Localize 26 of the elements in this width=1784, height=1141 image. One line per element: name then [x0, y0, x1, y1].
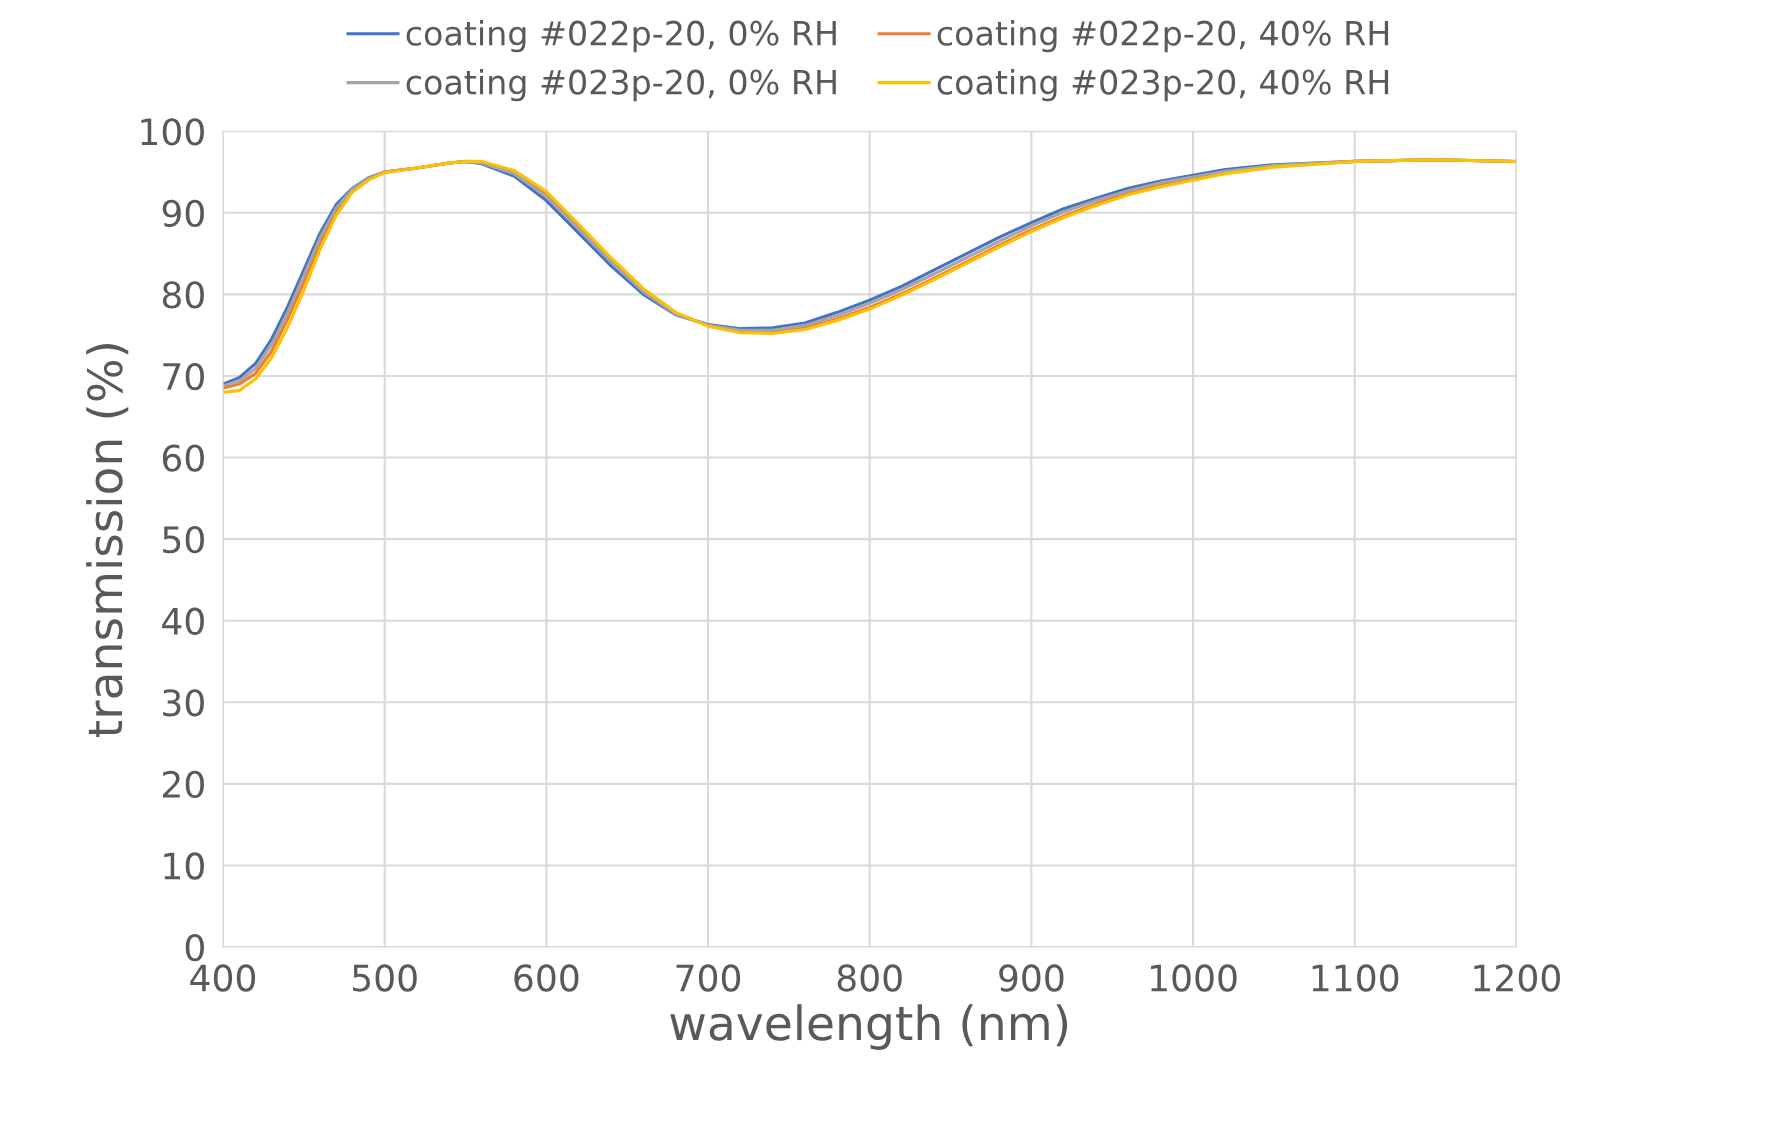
- y-tick-label: 70: [163, 362, 204, 391]
- x-tick-label: 900: [999, 964, 1064, 992]
- x-axis-title: wavelength (nm): [670, 1004, 1068, 1050]
- y-axis-title: transmission (%): [86, 343, 129, 738]
- x-tick-label: 700: [676, 964, 741, 992]
- x-tick-label: 1100: [1312, 964, 1399, 992]
- y-tick-label: 100: [141, 118, 204, 146]
- y-tick-label: 90: [162, 199, 204, 228]
- x-tick-label: 400: [190, 964, 256, 992]
- x-tick-label: 800: [837, 964, 902, 992]
- y-tick-label: 30: [163, 689, 204, 717]
- y-tick-label: 40: [162, 607, 204, 635]
- legend-label: coating #022p-20, 40% RH: [937, 20, 1389, 53]
- y-tick-label: 80: [162, 281, 204, 309]
- y-tick-label: 10: [164, 852, 204, 880]
- x-tick-label: 600: [514, 964, 579, 992]
- x-tick-label: 1200: [1474, 964, 1560, 992]
- y-tick-label: 0: [185, 933, 204, 962]
- legend-label: coating #023p-20, 40% RH: [937, 68, 1389, 102]
- x-tick-label: 500: [353, 964, 417, 992]
- y-tick-label: 20: [163, 770, 204, 799]
- legend-label: coating #023p-20, 0% RH: [406, 68, 836, 102]
- x-tick-label: 1000: [1151, 964, 1237, 992]
- legend-label: coating #022p-20, 0% RH: [406, 20, 836, 53]
- y-tick-label: 60: [162, 444, 204, 472]
- y-tick-label: 50: [163, 526, 204, 554]
